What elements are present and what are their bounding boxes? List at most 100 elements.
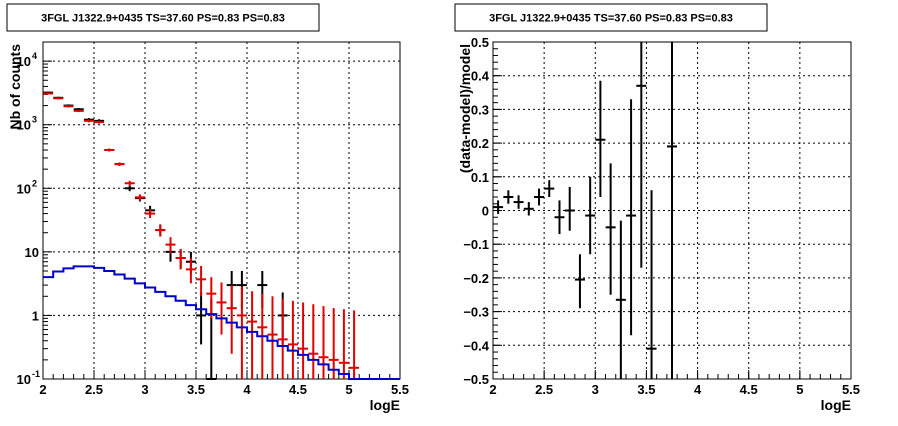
data-point <box>646 190 657 379</box>
data-point <box>615 220 626 379</box>
x-tick-label: 2.5 <box>535 382 553 397</box>
y-tick-label: 0.4 <box>471 69 490 84</box>
data-point <box>493 200 504 214</box>
model-point <box>216 282 227 335</box>
model-point <box>298 302 309 379</box>
data-point <box>523 202 534 216</box>
right-x-axis: 2 2.5 3 3.5 4 4.5 5 5.5 <box>489 370 860 397</box>
left-x-axis-title: logE <box>370 397 400 413</box>
y-tick-label: 10 <box>17 118 31 133</box>
model-point <box>185 258 196 284</box>
y-tick-label: −0.2 <box>463 271 489 286</box>
y-tick-exponent: 2 <box>32 178 37 188</box>
counts-panel: 3FGL J1322.9+0435 TS=37.60 PS=0.83 PS=0.… <box>0 0 449 421</box>
y-tick-label: 10 <box>17 372 31 387</box>
model-point <box>206 277 217 319</box>
y-tick-label: 0.1 <box>471 170 489 185</box>
model-point <box>94 120 105 124</box>
data-point <box>554 200 565 235</box>
data-point <box>503 190 514 204</box>
model-point <box>145 209 156 219</box>
data-point <box>605 163 616 295</box>
left-title-box: 3FGL J1322.9+0435 TS=37.60 PS=0.83 PS=0.… <box>6 3 320 32</box>
y-tick-label: −0.4 <box>463 338 489 353</box>
right-y-axis: −0.5 −0.4 −0.3 −0.2 −0.1 0 0.1 0.2 0.3 0.4 0.5 <box>463 35 502 387</box>
x-tick-label: 4.5 <box>740 382 758 397</box>
x-tick-label: 4 <box>243 382 251 397</box>
model-point <box>236 287 247 379</box>
left-y-axis-title: Nb of counts <box>7 44 23 130</box>
model-point <box>53 97 64 100</box>
left-plot-frame <box>42 41 401 380</box>
right-x-axis-title: logE <box>821 397 851 413</box>
x-tick-label: 5 <box>796 382 803 397</box>
right-title-frame <box>454 3 768 32</box>
model-point <box>63 105 74 108</box>
model-point <box>308 304 319 379</box>
y-tick-label: 0.5 <box>471 35 489 50</box>
x-tick-label: 4 <box>694 382 702 397</box>
right-title-box: 3FGL J1322.9+0435 TS=37.60 PS=0.83 PS=0.… <box>454 3 768 32</box>
data-point <box>124 185 135 192</box>
model-point <box>73 109 84 113</box>
left-series-group <box>43 91 400 380</box>
y-tick-label: 10 <box>17 181 31 196</box>
model-point <box>318 306 329 379</box>
data-point <box>544 180 555 198</box>
data-point <box>534 188 545 206</box>
y-tick-label: 10 <box>17 54 31 69</box>
model-point <box>124 180 135 186</box>
data-point <box>574 254 585 309</box>
data-point <box>636 42 647 268</box>
y-tick-label: −0.3 <box>463 305 489 320</box>
model-point <box>226 285 237 354</box>
left-chart-title: 3FGL J1322.9+0435 TS=37.60 PS=0.83 PS=0.… <box>41 13 285 25</box>
y-tick-exponent: 3 <box>32 115 37 125</box>
model-point <box>83 119 94 123</box>
x-tick-label: 3 <box>592 382 599 397</box>
model-point <box>43 92 54 95</box>
model-point <box>175 249 186 270</box>
model-point <box>349 310 360 379</box>
x-tick-label: 5.5 <box>842 382 860 397</box>
data-point <box>595 80 606 198</box>
y-tick-label: −0.5 <box>463 372 489 387</box>
y-tick-label: 0 <box>482 204 489 219</box>
x-tick-label: 2 <box>489 382 496 397</box>
data-point <box>626 99 637 336</box>
y-tick-exponent: 4 <box>32 51 37 61</box>
x-tick-label: 2 <box>39 382 46 397</box>
model-point <box>155 224 166 237</box>
x-tick-label: 3.5 <box>637 382 655 397</box>
right-chart-title: 3FGL J1322.9+0435 TS=37.60 PS=0.83 PS=0.… <box>489 13 733 25</box>
model-point <box>165 237 176 254</box>
right-series-group <box>493 42 677 379</box>
y-tick-label: 10 <box>25 245 39 260</box>
x-tick-label: 4.5 <box>289 382 307 397</box>
model-point <box>338 309 349 379</box>
x-tick-label: 5.5 <box>391 382 409 397</box>
model-point <box>104 148 115 152</box>
data-point <box>564 186 575 231</box>
data-point <box>196 292 207 345</box>
y-tick-label: −0.1 <box>463 237 489 252</box>
y-tick-label: 0.3 <box>471 102 489 117</box>
left-pad-background <box>0 0 449 421</box>
model-point <box>134 194 145 201</box>
model-point <box>328 308 339 379</box>
model-point <box>287 300 298 379</box>
model-step-line <box>43 265 400 380</box>
x-tick-label: 5 <box>345 382 352 397</box>
residual-panel: 3FGL J1322.9+0435 TS=37.60 PS=0.83 PS=0.… <box>449 0 898 421</box>
left-title-frame <box>6 3 320 32</box>
x-tick-label: 3 <box>141 382 148 397</box>
x-tick-label: 3.5 <box>187 382 205 397</box>
model-point <box>196 265 207 297</box>
y-tick-label: 1 <box>32 308 39 323</box>
model-point <box>114 162 125 166</box>
model-point <box>277 298 288 379</box>
right-y-axis-title: (data-model)/model <box>457 44 473 173</box>
data-point <box>667 42 677 379</box>
